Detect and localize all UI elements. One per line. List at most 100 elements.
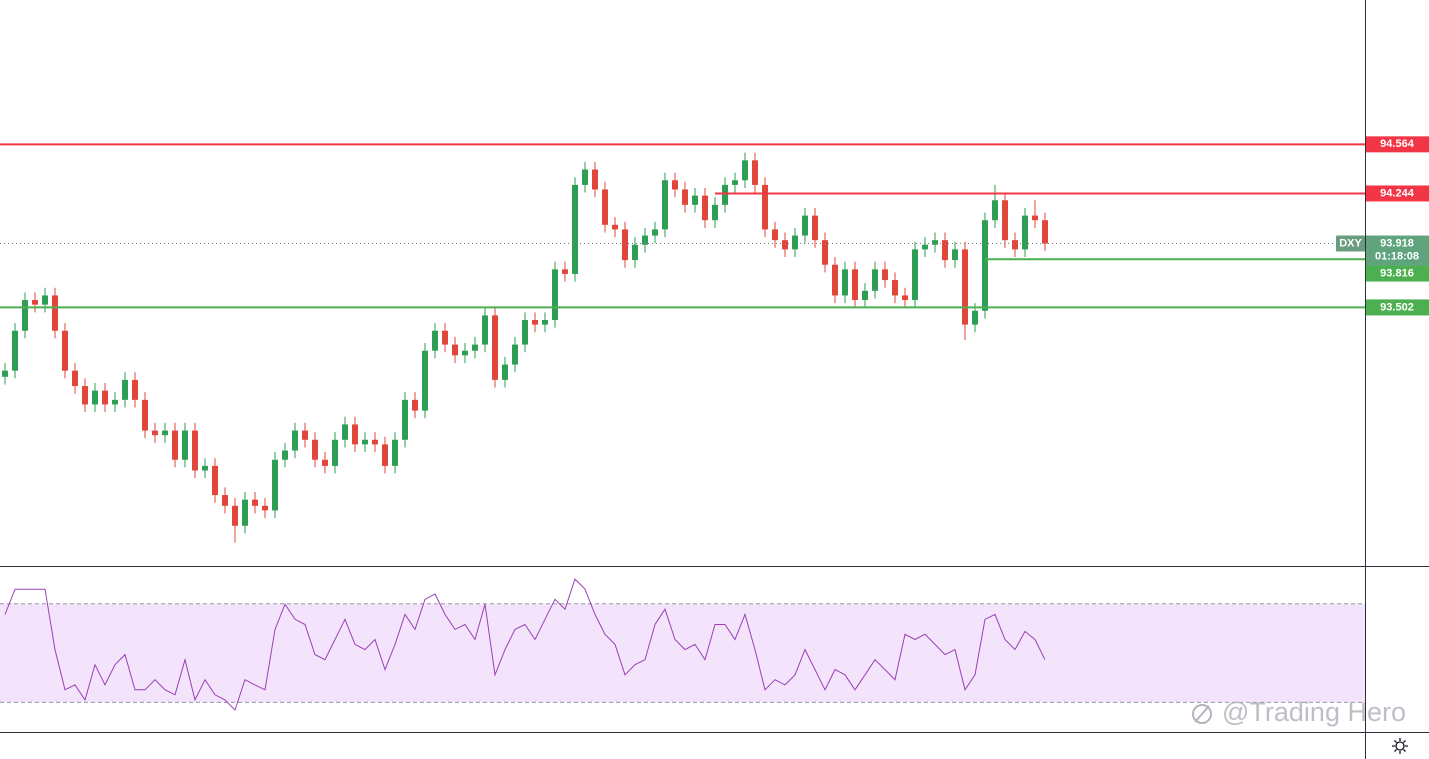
candle-body [822, 240, 828, 265]
candle-body [632, 244, 638, 261]
candle-body [682, 189, 688, 205]
candle-body [622, 229, 628, 261]
candle-body [332, 439, 338, 466]
candle-body [162, 430, 168, 436]
candle-body [772, 229, 778, 241]
candle-body [662, 180, 668, 230]
candle-body [742, 160, 748, 181]
symbol-box [1336, 235, 1365, 252]
candle-body [692, 195, 698, 205]
candle-body [752, 160, 758, 185]
candle-body [652, 229, 658, 236]
candle-body [102, 390, 108, 405]
candle-body [582, 169, 588, 185]
candle-body [12, 330, 18, 371]
candle-body [442, 330, 448, 345]
candle-body [272, 459, 278, 511]
candle-body [882, 269, 888, 281]
candle-body [832, 264, 838, 296]
level-label: 94.564 [1380, 138, 1415, 150]
level-label-box [1366, 136, 1429, 153]
candle-body [492, 315, 498, 380]
candle-body [522, 320, 528, 345]
candle-body [1042, 220, 1048, 244]
level-label: 93.502 [1380, 301, 1414, 313]
candle-body [372, 439, 378, 445]
candle-body [112, 399, 118, 405]
candle-body [322, 459, 328, 466]
level-label-box [1366, 299, 1429, 316]
candle-body [512, 344, 518, 365]
candle-body [452, 344, 458, 356]
grid [0, 603, 1365, 703]
candle-body [592, 169, 598, 190]
level-label: 94.244 [1380, 187, 1415, 199]
candle-body [782, 240, 788, 250]
countdown-label: 01:18:08 [1375, 250, 1419, 262]
candle-body [192, 430, 198, 471]
candle-body [802, 215, 808, 236]
level-label: 93.816 [1380, 267, 1414, 279]
candle-body [422, 350, 428, 411]
candle-body [22, 300, 28, 331]
candle-body [602, 189, 608, 225]
candle-body [812, 215, 818, 241]
candle-body [942, 240, 948, 261]
candle-body [242, 499, 248, 526]
candle-body [252, 499, 258, 506]
candle-body [672, 180, 678, 190]
candle-body [222, 495, 228, 506]
candle-body [262, 505, 268, 511]
candle-body [732, 180, 738, 185]
candle-body [502, 364, 508, 380]
candle-body [132, 379, 138, 400]
candle-body [52, 295, 58, 331]
candle-body [152, 430, 158, 436]
candle-body [932, 240, 938, 245]
rsi-line [4, 578, 1046, 711]
candle-body [62, 330, 68, 371]
candle-body [982, 220, 988, 311]
candle-body [842, 269, 848, 296]
candle-body [1022, 215, 1028, 250]
candle-body [992, 200, 998, 221]
candle-body [572, 184, 578, 274]
candle-body [412, 399, 418, 411]
settings-button[interactable] [1392, 738, 1408, 754]
candle-body [892, 280, 898, 296]
candle-body [792, 235, 798, 250]
candle-body [1012, 240, 1018, 250]
candle-body [32, 300, 38, 305]
level-label-box [1366, 185, 1429, 202]
candle-body [212, 465, 218, 496]
candle-body [82, 386, 88, 405]
candle-body [972, 310, 978, 325]
candle-body [42, 295, 48, 305]
candle-body [462, 350, 468, 356]
candle-body [2, 370, 8, 377]
candle-body [962, 249, 968, 325]
candle-body [182, 430, 188, 460]
candle-body [952, 249, 958, 261]
candle-body [302, 430, 308, 440]
candle-body [312, 439, 318, 460]
watermark: @Trading Hero [1222, 697, 1406, 727]
candle-body [472, 344, 478, 351]
candle-body [352, 424, 358, 445]
last-price-box [1366, 235, 1429, 266]
candle-body [72, 370, 78, 387]
candle-body [562, 269, 568, 274]
candle-body [232, 505, 238, 526]
candle-body [642, 235, 648, 245]
marks [0, 143, 1365, 711]
candle-body [542, 320, 548, 325]
candle-body [762, 184, 768, 230]
candle-body [862, 290, 868, 301]
candle-body [362, 439, 368, 445]
candle-body [922, 244, 928, 250]
candle-body [872, 269, 878, 291]
candle-body [702, 195, 708, 221]
